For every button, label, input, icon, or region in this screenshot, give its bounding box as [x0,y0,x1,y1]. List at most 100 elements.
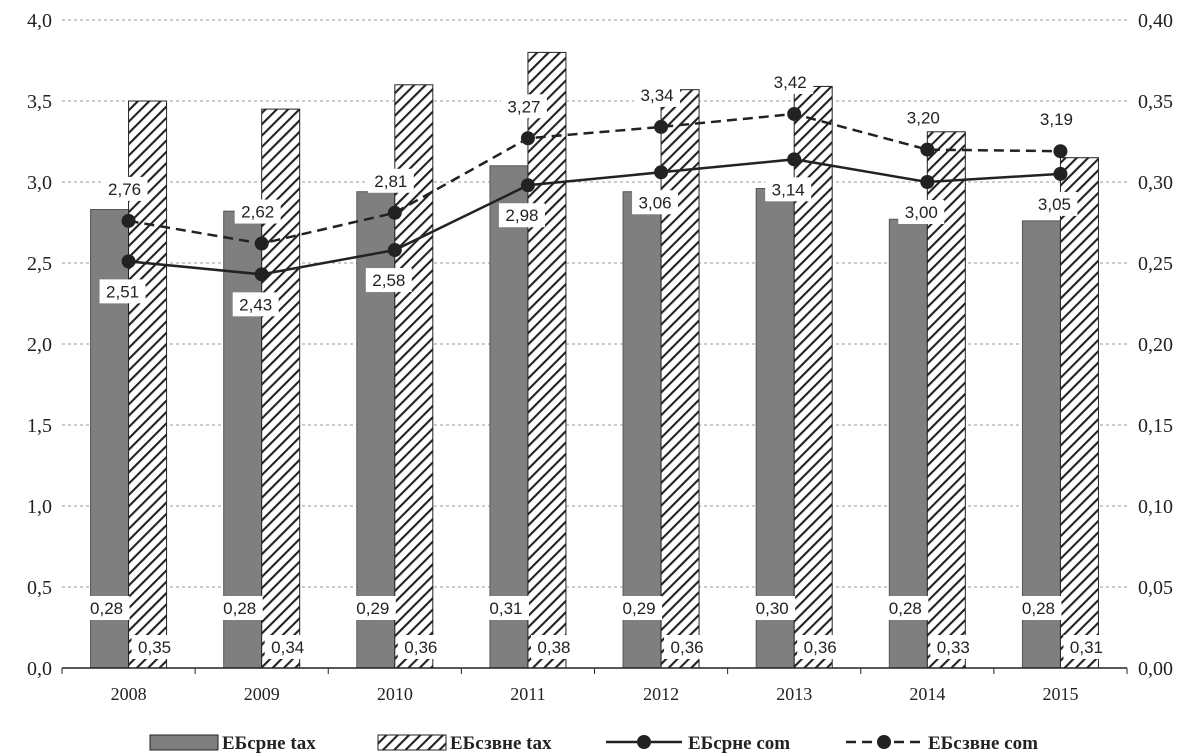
data-label-bg [749,596,796,620]
legend-swatch [377,734,447,751]
data-label: 3,00 [905,203,938,222]
point-ебсзвне-com-2011 [520,131,535,146]
x-tick-label: 2011 [510,684,545,704]
data-label-bg [616,596,663,620]
legend-item-ебсзвне-tax: ЕБсзвне tax [377,733,552,754]
data-label: 0,36 [804,638,837,657]
data-label-bg [1015,596,1062,620]
bar-ебсрне-tax-2012 [622,191,662,669]
data-label: 0,28 [90,599,123,618]
right-tick-label: 0,40 [1138,10,1173,32]
data-label: 0,28 [1022,599,1055,618]
legend-item-ебсрне-com: ЕБсрне com [606,733,790,754]
data-label: 3,27 [507,97,540,116]
x-tick-label: 2010 [377,684,413,704]
left-tick-label: 2,5 [27,253,52,275]
point-ебсрне-com-2009 [254,267,269,282]
point-ебсзвне-com-2010 [387,205,402,220]
point-ебсзвне-com-2014 [920,142,935,157]
right-tick-label: 0,20 [1138,334,1173,356]
legend-swatch [149,734,219,751]
data-label-bg [882,596,929,620]
data-label-bg [482,596,529,620]
point-ебсрне-com-2008 [121,254,136,269]
data-label-bg [349,596,396,620]
right-tick-label: 0,25 [1138,253,1173,275]
x-tick-label: 2008 [111,684,147,704]
right-tick-label: 0,30 [1138,172,1173,194]
data-label: 3,14 [772,180,805,199]
data-label-bg [765,177,812,202]
data-label-bg [1031,191,1078,216]
bar-ебсзвне-tax-2012 [660,89,700,669]
left-tick-label: 4,0 [27,10,52,32]
data-label: 3,06 [639,193,672,212]
data-label: 0,34 [271,638,304,657]
data-label: 3,19 [1040,110,1073,129]
data-label: 2,76 [108,180,141,199]
point-ебсзвне-com-2009 [254,236,269,251]
bar-ебсзвне-tax-2009 [261,108,301,669]
point-ебсзвне-com-2013 [787,106,802,121]
x-tick-label: 2012 [643,684,679,704]
lines [121,106,1068,282]
data-label-bg [664,635,711,659]
legend-label: ЕБсзвне com [928,733,1038,754]
data-label: 0,36 [671,638,704,657]
data-label-bg [500,94,547,119]
data-label: 3,34 [641,86,674,105]
data-label: 0,33 [937,638,970,657]
right-tick-label: 0,15 [1138,415,1173,437]
data-label: 2,62 [241,203,274,222]
legend-item-ебсзвне-com: ЕБсзвне com [846,733,1038,754]
data-label: 2,58 [372,271,405,290]
x-tick-label: 2013 [776,684,812,704]
bar-ебсзвне-tax-2015 [1059,157,1099,669]
bar-ебсрне-tax-2009 [223,210,263,669]
data-label-bg [101,176,148,201]
bars [90,51,1099,669]
data-label-bg [632,190,679,215]
data-labels: 0,28 0,28 0,29 0,31 0,29 0,30 0,28 0,28 0,35 0,34… [83,69,1110,659]
data-label: 3,20 [907,109,940,128]
legend-marker [637,735,651,749]
point-ебсрне-com-2013 [787,152,802,167]
data-label: 0,31 [1070,638,1103,657]
data-label-bg [898,200,945,224]
data-label: 0,35 [138,638,171,657]
data-label-bg [365,268,412,293]
data-label-bg [397,635,444,659]
legend-label: ЕБсзвне tax [450,733,552,754]
right-y-axis: 0,00 0,05 0,10 0,15 0,20 0,25 0,30 0,35 0,40 [1138,10,1173,680]
data-label: 0,31 [489,599,522,618]
data-label: 0,28 [223,599,256,618]
data-label-bg [264,635,311,659]
data-label: 2,43 [239,295,272,314]
data-label: 2,51 [106,282,139,301]
point-ебсрне-com-2012 [654,165,669,180]
bar-ебсзвне-tax-2011 [527,51,567,669]
data-label: 0,29 [623,599,656,618]
point-ебсрне-com-2011 [520,178,535,193]
data-label: 3,42 [774,73,807,92]
data-label-bg [900,105,947,130]
x-tick-label: 2014 [909,684,945,704]
data-label: 2,98 [505,206,538,225]
left-tick-label: 1,5 [27,415,52,437]
bar-ебсрне-tax-2011 [489,165,529,669]
data-label-bg [216,596,263,620]
x-tick-label: 2015 [1042,684,1078,704]
bar-ебсзвне-tax-2013 [793,85,833,669]
line-ебсзвне-com [128,112,1061,245]
data-label-bg [99,279,146,304]
right-tick-label: 0,00 [1138,658,1173,680]
line-ебсрне-com [128,158,1061,276]
data-label: 0,28 [889,599,922,618]
left-tick-label: 1,0 [27,496,52,518]
point-ебсзвне-com-2012 [654,119,669,134]
point-ебсзвне-com-2008 [121,213,136,228]
right-tick-label: 0,05 [1138,577,1173,599]
legend-marker [877,735,891,749]
data-label-bg [83,596,130,620]
